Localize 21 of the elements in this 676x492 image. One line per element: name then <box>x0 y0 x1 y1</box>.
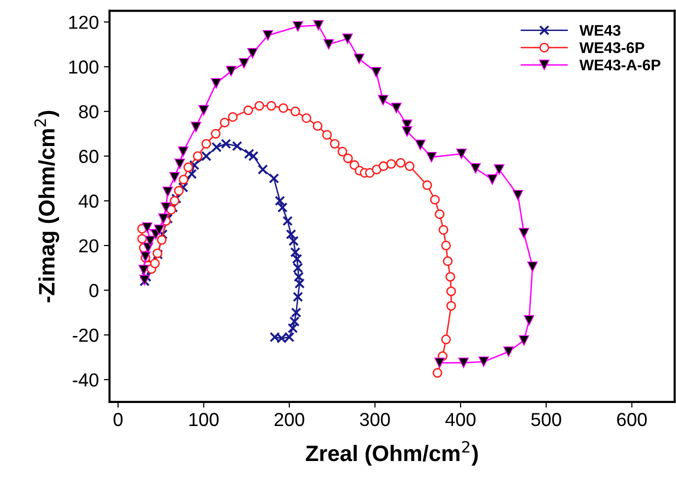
y-tick-label: 40 <box>78 194 98 208</box>
y-axis-title: -Zimag (Ohm/cm$^{2}$) <box>34 110 60 302</box>
y-tick-label: 20 <box>79 239 98 252</box>
x-tick-label: 500 <box>531 412 562 426</box>
x-tick-label: 200 <box>274 412 304 426</box>
y-tick-label: -40 <box>72 373 98 387</box>
x-tick-label: 400 <box>445 412 476 426</box>
x-tick-label: 100 <box>189 412 219 426</box>
legend-label: WE43 <box>579 24 620 36</box>
x-tick-label: 600 <box>617 412 647 426</box>
y-tick-label: 60 <box>79 150 98 164</box>
legend-label: WE43-6P <box>579 42 644 54</box>
legend-label: WE43-A-6P <box>579 60 660 70</box>
x-axis-title: Zreal (Ohm/cm$^{2}$) <box>306 440 478 466</box>
y-tick-label: 80 <box>79 105 98 118</box>
y-tick-label: 120 <box>69 16 98 29</box>
y-tick-label: 0 <box>89 284 98 298</box>
y-tick-label: -20 <box>72 328 98 342</box>
x-tick-label: 300 <box>360 412 390 426</box>
x-tick-label: 0 <box>114 412 123 426</box>
y-tick-label: 100 <box>69 60 98 74</box>
